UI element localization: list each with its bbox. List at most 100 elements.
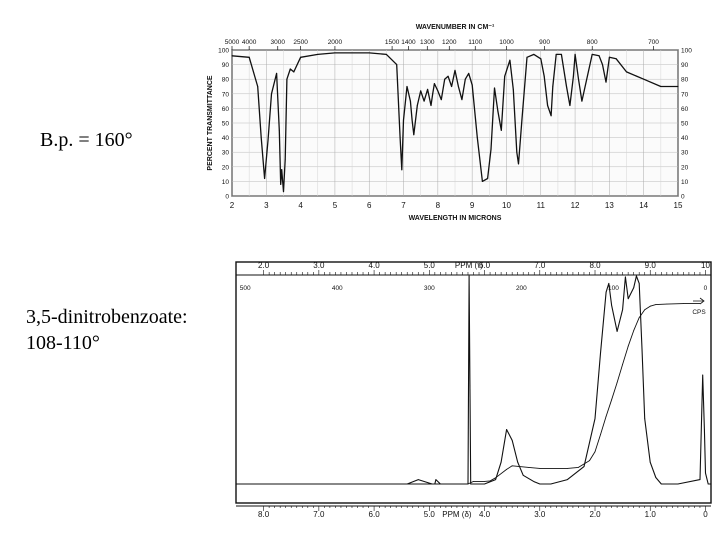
ir-top-tick-label: 2000 [328, 39, 343, 46]
nmr-spectrum-point [550, 483, 552, 485]
ir-data-point [317, 53, 319, 55]
nmr-spectrum-point [707, 483, 709, 485]
nmr-integral-line [236, 303, 700, 485]
nmr-integral-point [506, 469, 507, 470]
ir-y-tick-label-right: 40 [681, 135, 689, 142]
ir-top-tick-label: 1000 [499, 39, 514, 46]
ir-y-tick-label: 100 [218, 48, 229, 55]
nmr-integral-point [495, 477, 496, 479]
nmr-x-tick-label: 0 [703, 510, 708, 519]
ir-top-tick-label: 3000 [271, 39, 286, 46]
ir-data-point [457, 86, 459, 87]
ir-x-tick-label: 11 [537, 201, 546, 210]
nmr-integral-point [594, 451, 596, 453]
nmr-integral-point [467, 483, 469, 485]
ir-data-point [368, 52, 370, 54]
ir-data-point [403, 119, 404, 121]
ir-y-tick-label-right: 80 [681, 77, 689, 84]
ir-data-point [406, 86, 408, 87]
ir-data-point [260, 137, 262, 139]
nmr-top-tick-label: 4.0 [369, 261, 381, 270]
nmr-cps-tick-label: 400 [332, 285, 343, 292]
ir-data-point [451, 86, 453, 87]
ir-data-point [264, 178, 266, 179]
nmr-spectrum-point [641, 348, 643, 350]
nmr-top-tick-label: 10 [701, 261, 710, 270]
nmr-integral-point [528, 467, 530, 468]
ir-data-point [454, 69, 456, 71]
ir-x-tick-label: 5 [333, 201, 338, 210]
nmr-spectrum-point [638, 283, 640, 284]
ir-top-tick-label: 900 [539, 39, 550, 46]
nmr-integral-point [644, 309, 646, 311]
nmr-integral-point [627, 345, 629, 347]
ir-data-point [608, 56, 610, 58]
nmr-x-tick-label: 1.0 [645, 510, 657, 519]
ir-data-point [271, 93, 272, 95]
ir-top-tick-label: 2500 [293, 39, 308, 46]
nmr-x-tick-label: 3.0 [534, 510, 546, 519]
nmr-integral-point [511, 465, 513, 467]
nmr-integral-point [578, 467, 579, 468]
nmr-integral-point [638, 317, 640, 318]
nmr-x-axis-title: PPM (δ) [442, 510, 472, 519]
ir-y-tick-label-right: 100 [681, 48, 692, 55]
ir-x-tick-label: 15 [674, 201, 683, 210]
ir-data-point [516, 151, 518, 153]
ir-data-point [267, 140, 269, 141]
nmr-x-tick-label: 2.0 [589, 510, 601, 519]
ir-data-point [566, 86, 567, 87]
ir-data-point [677, 86, 679, 87]
nmr-integral-point [567, 468, 568, 469]
ir-data-point [286, 78, 288, 80]
nmr-cps-tick-label: 300 [424, 285, 435, 292]
nmr-integral-point [539, 468, 541, 469]
ir-data-point [526, 56, 528, 58]
ir-x-tick-label: 7 [401, 201, 406, 210]
nmr-cps-tick-label: 0 [704, 285, 708, 292]
ir-data-point [427, 88, 429, 90]
ir-y-tick-label-right: 60 [681, 106, 689, 113]
ir-data-point [257, 86, 259, 87]
ir-data-point [547, 105, 549, 106]
boiling-point-note: B.p. = 160° [40, 129, 133, 151]
nmr-top-tick-label: 8.0 [589, 261, 601, 270]
nmr-spectrum-point [605, 291, 607, 293]
nmr-spectrum-point [677, 483, 679, 485]
ir-x-tick-label: 4 [298, 201, 303, 210]
ir-y-tick-label: 30 [222, 150, 230, 157]
nmr-spectrum-line [236, 275, 711, 485]
nmr-top-tick-label: 9.0 [645, 261, 657, 270]
nmr-spectrum-point [517, 461, 519, 463]
ir-data-point [569, 105, 571, 106]
ir-data-point [411, 119, 413, 121]
ir-data-point [591, 53, 593, 55]
ir-x-tick-label: 8 [436, 201, 441, 210]
ir-data-point [471, 84, 473, 86]
nmr-integral-point [605, 416, 607, 417]
ir-y-tick-label-right: 30 [681, 150, 689, 157]
nmr-spectrum-point [622, 309, 623, 310]
nmr-integral-point [655, 304, 657, 305]
nmr-spectrum-point [470, 483, 472, 485]
ir-data-point [602, 64, 603, 66]
ir-x-tick-label: 3 [264, 201, 269, 210]
ir-x-axis-title: WAVELENGTH IN MICRONS [409, 215, 502, 222]
ir-data-point [283, 191, 284, 193]
nmr-integral-point [589, 460, 590, 461]
ir-data-point [468, 72, 470, 74]
nmr-spectrum-point [608, 283, 610, 284]
ir-top-tick-label: 4000 [242, 39, 257, 46]
ir-data-point [487, 178, 489, 179]
nmr-integral-point [616, 382, 618, 383]
nmr-integral-point [235, 483, 237, 485]
nmr-integral-point [600, 434, 601, 435]
ir-top-tick-label: 800 [587, 39, 598, 46]
derivative-note-line1: 3,5-dinitrobenzoate: [26, 306, 188, 328]
ir-data-point [521, 119, 523, 121]
ir-y-tick-label-right: 90 [681, 62, 689, 69]
nmr-integral-point [649, 305, 651, 307]
ir-x-tick-label: 12 [571, 201, 580, 210]
ir-data-point [281, 169, 283, 171]
nmr-spectrum-point [417, 479, 419, 480]
